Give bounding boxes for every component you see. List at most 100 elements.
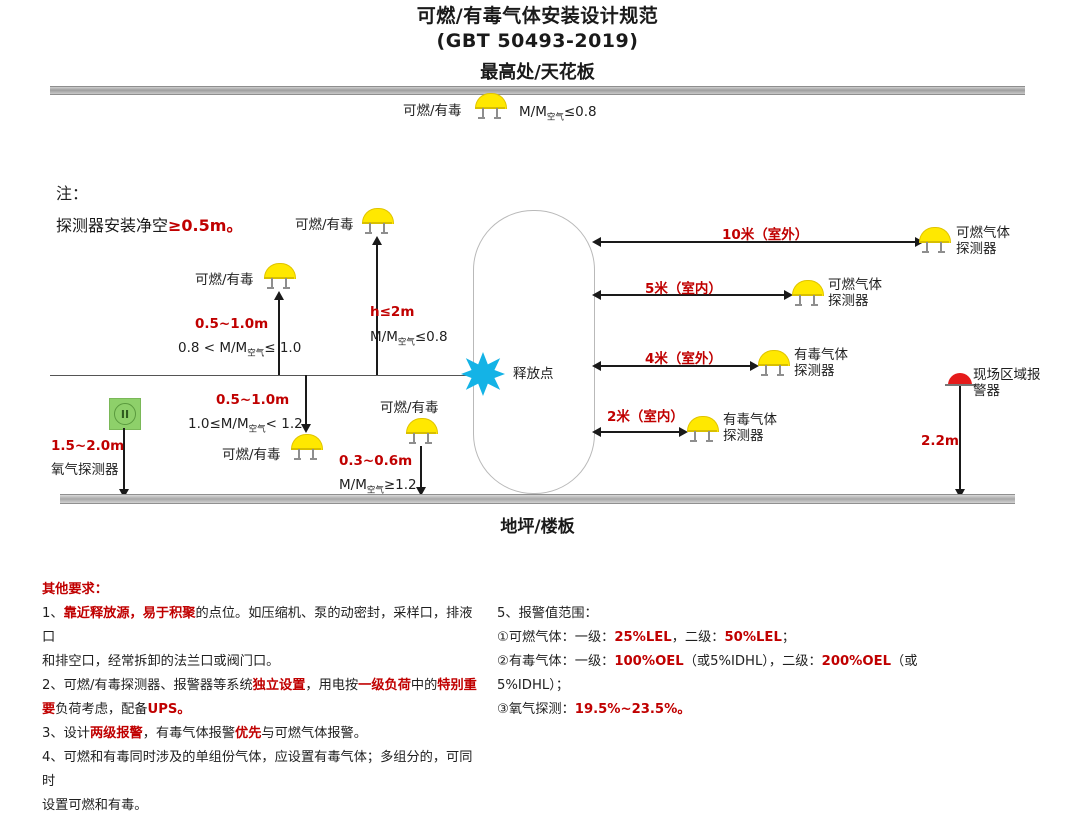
note-heading: 注： [56, 184, 89, 203]
plain-text: ，有毒气体报警 [142, 726, 236, 741]
detector-floor-height: 0.3~0.6m [339, 453, 413, 469]
requirement-item: 3、设计两级报警，有毒气体报警优先与可燃气体报警。 [42, 722, 482, 746]
detector-tall-label: 可燃/有毒 [295, 217, 354, 233]
area-alarm-arrowhead [955, 489, 965, 498]
wall-reference-line [50, 375, 475, 377]
plain-text: 氧气探测： [508, 702, 575, 717]
distance-2m-arrow-right [679, 427, 688, 437]
detector-4m-label: 有毒气体 探测器 [794, 347, 848, 379]
detector-belowleft-formula: 1.0≤M/M空气< 1.2 [188, 416, 303, 435]
label-line-2: 探测器 [794, 363, 835, 379]
detector-10m-icon [917, 227, 951, 257]
oxygen-height: 1.5~2.0m [51, 438, 125, 454]
requirement-item-continuation: 和排空口，经常拆卸的法兰口或阀门口。 [42, 654, 280, 669]
area-alarm-height: 2.2m [921, 433, 959, 449]
alarm-values-heading: 5、报警值范围： [497, 606, 598, 621]
formula-post: ≤0.8 [563, 104, 597, 120]
detector-belowleft-icon [289, 434, 323, 464]
formula-post: ≥1.2 [383, 477, 417, 493]
distance-10m-line [598, 241, 921, 243]
detector-midleft-height: 0.5~1.0m [195, 316, 269, 332]
distance-4m-line [598, 365, 756, 367]
area-alarm-icon [945, 373, 975, 389]
distance-5m-value: 5米（室内） [645, 281, 722, 297]
item-number: 2、 [42, 678, 64, 693]
distance-4m-value: 4米（室外） [645, 351, 722, 367]
detector-floor-icon [404, 418, 438, 448]
highlight-text: 200%OEL [821, 654, 892, 669]
alarm-value-item: ③氧气探测：19.5%~23.5%。 [497, 698, 937, 722]
highlight-text: 两级报警 [89, 726, 143, 741]
highlight-text: UPS。 [147, 702, 191, 717]
label-line-1: 有毒气体 [723, 412, 777, 428]
label-line-2: 探测器 [723, 428, 764, 444]
distance-4m-arrow-right [750, 361, 759, 371]
formula-sub: 空气 [248, 424, 266, 435]
label-line-2: 探测器 [828, 293, 869, 309]
detector-ceiling-icon [473, 93, 507, 123]
formula-sub: 空气 [366, 485, 384, 496]
alarm-value-item: ①可燃气体：一级：25%LEL，二级：50%LEL； [497, 626, 937, 650]
distance-5m-line [598, 294, 790, 296]
ground-slab [60, 494, 1015, 504]
detector-belowleft-label: 可燃/有毒 [222, 447, 281, 463]
detector-2m-label: 有毒气体 探测器 [723, 412, 777, 444]
area-alarm-dim-line [959, 386, 961, 490]
distance-5m-arrow-left [592, 290, 601, 300]
requirements-block: 其他要求： 1、靠近释放源，易于积聚的点位。如压缩机、泵的动密封，采样口，排液口… [42, 578, 482, 818]
formula-sub: 空气 [397, 337, 415, 348]
detector-tall-height: h≤2m [370, 304, 415, 320]
requirements-heading: 其他要求： [42, 582, 108, 597]
item-number: 4、 [42, 750, 64, 765]
distance-5m-arrow-right [784, 290, 793, 300]
plain-text: （或5%IDHL），二级： [683, 654, 822, 669]
release-point-label: 释放点 [513, 366, 554, 382]
plain-text: 负荷考虑，配备 [55, 702, 148, 717]
ceiling-detector-label: 可燃/有毒 [403, 103, 462, 119]
detector-tall-arrowhead [372, 236, 382, 245]
detector-5m-label: 可燃气体 探测器 [828, 277, 882, 309]
label-line-1: 可燃气体 [956, 225, 1010, 241]
plain-text: 中的 [410, 678, 438, 693]
formula-pre: M/M [519, 104, 547, 120]
formula-pre: M/M [339, 477, 367, 493]
highlight-text: 一级负荷 [358, 678, 411, 693]
alarm-value-item: ②有毒气体：一级：100%OEL（或5%IDHL），二级：200%OEL（或 [497, 650, 937, 674]
plain-text: ； [781, 630, 796, 645]
plain-text: 可燃气体：一级： [508, 630, 615, 645]
highlight-text: 要 [42, 702, 56, 717]
highlight-text: 特别重 [437, 678, 477, 693]
plain-text: 设计 [63, 726, 90, 741]
highlight-text: 19.5%~23.5%。 [574, 702, 691, 717]
detector-floor-arrowhead [416, 487, 426, 496]
detector-floor-label: 可燃/有毒 [380, 400, 439, 416]
plain-text: 可燃/有毒探测器、报警器等系统 [63, 678, 253, 693]
alarm-value-continuation: 5%IDHL）； [497, 678, 570, 693]
highlight-text: 25%LEL [614, 630, 672, 645]
requirement-item: 4、可燃和有毒同时涉及的单组份气体，应设置有毒气体；多组分的，可同时 [42, 746, 482, 794]
ceiling-label: 最高处/天花板 [480, 62, 595, 83]
detector-belowleft-arrowhead [301, 424, 311, 433]
detector-midleft-icon [262, 263, 296, 293]
ground-label: 地坪/楼板 [500, 517, 575, 537]
formula-post: ≤ 1.0 [264, 340, 302, 356]
requirement-item-continuation: 要负荷考虑，配备UPS。 [42, 698, 482, 722]
requirements-list: 1、靠近释放源，易于积聚的点位。如压缩机、泵的动密封，采样口，排液口 和排空口，经… [42, 602, 482, 818]
tank-vessel [473, 210, 595, 494]
note-text: 探测器安装净空≥0.5m。 [56, 212, 242, 236]
oxygen-detector-label: 氧气探测器 [51, 462, 119, 478]
item-number: 3、 [42, 726, 64, 741]
formula-post: < 1.2 [265, 416, 303, 432]
detector-floor-formula: M/M空气≥1.2 [339, 477, 417, 496]
oxygen-detector-symbol: II [114, 403, 136, 425]
detector-5m-icon [790, 280, 824, 310]
plain-text: 有毒气体：一级： [508, 654, 615, 669]
requirement-item-continuation: 设置可燃和有毒。 [42, 798, 148, 813]
plain-text: 与可燃气体报警。 [261, 726, 367, 741]
distance-2m-line [598, 431, 685, 433]
detector-midleft-arrowhead [274, 291, 284, 300]
alarm-values-list: ①可燃气体：一级：25%LEL，二级：50%LEL； ②有毒气体：一级：100%O… [497, 626, 937, 722]
formula-pre: 1.0≤M/M [188, 416, 249, 432]
label-line-1: 现场区域报 [973, 367, 1041, 383]
formula-pre: 0.8 < M/M [178, 340, 248, 356]
